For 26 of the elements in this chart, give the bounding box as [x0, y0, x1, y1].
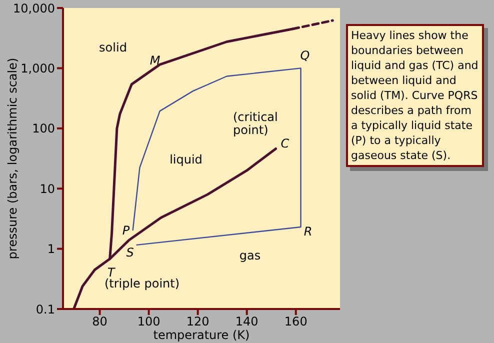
annotation: M — [150, 54, 160, 68]
annotation: gas — [239, 248, 261, 262]
annotation: P — [122, 224, 130, 238]
annotation: Q — [300, 48, 310, 62]
x-tick-label: 120 — [186, 314, 210, 329]
annotation: (critical point) — [233, 110, 279, 137]
y-axis-title: pressure (bars, logarithmic scale) — [5, 58, 20, 260]
annotation: T — [107, 266, 115, 280]
y-tick-label: 10 — [40, 182, 55, 196]
text: Heavy lines show the boundaries between liquid and gas (TC) and between liquid and solid (TM). Curve PQRS describes a path from a typically liquid state (P) to a typically gaseous state (S). — [351, 29, 478, 162]
annotation: R — [304, 224, 312, 238]
x-tick-label: 160 — [284, 314, 308, 329]
x-tick-label: 80 — [92, 314, 108, 329]
x-tick-label: 100 — [137, 314, 160, 329]
annotation: S — [126, 246, 134, 260]
annotation: solid — [99, 40, 127, 54]
y-tick-label: 100 — [32, 122, 55, 136]
x-axis-title: temperature (K) — [153, 328, 250, 342]
x-tick-label: 140 — [235, 314, 258, 329]
y-tick-label: 10,000 — [13, 1, 55, 16]
y-tick-label: 0.1 — [36, 302, 55, 316]
annotation: C — [280, 136, 290, 150]
y-tick-label: 1 — [47, 242, 55, 256]
annotation: liquid — [170, 152, 202, 166]
annotation: (triple point) — [104, 276, 180, 290]
y-tick-label: 1,000 — [20, 61, 55, 76]
